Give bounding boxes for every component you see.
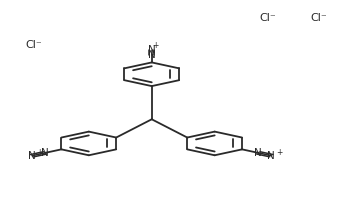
Text: N: N xyxy=(148,45,156,55)
Text: N: N xyxy=(28,151,36,161)
Text: N: N xyxy=(148,50,156,60)
Text: Cl⁻: Cl⁻ xyxy=(26,40,43,50)
Text: +: + xyxy=(152,41,158,50)
Text: Cl⁻: Cl⁻ xyxy=(260,13,277,23)
Text: N: N xyxy=(41,148,49,158)
Text: Cl⁻: Cl⁻ xyxy=(310,13,327,23)
Text: +: + xyxy=(36,148,43,157)
Text: +: + xyxy=(276,148,282,157)
Text: N: N xyxy=(255,148,262,158)
Text: N: N xyxy=(268,151,275,161)
